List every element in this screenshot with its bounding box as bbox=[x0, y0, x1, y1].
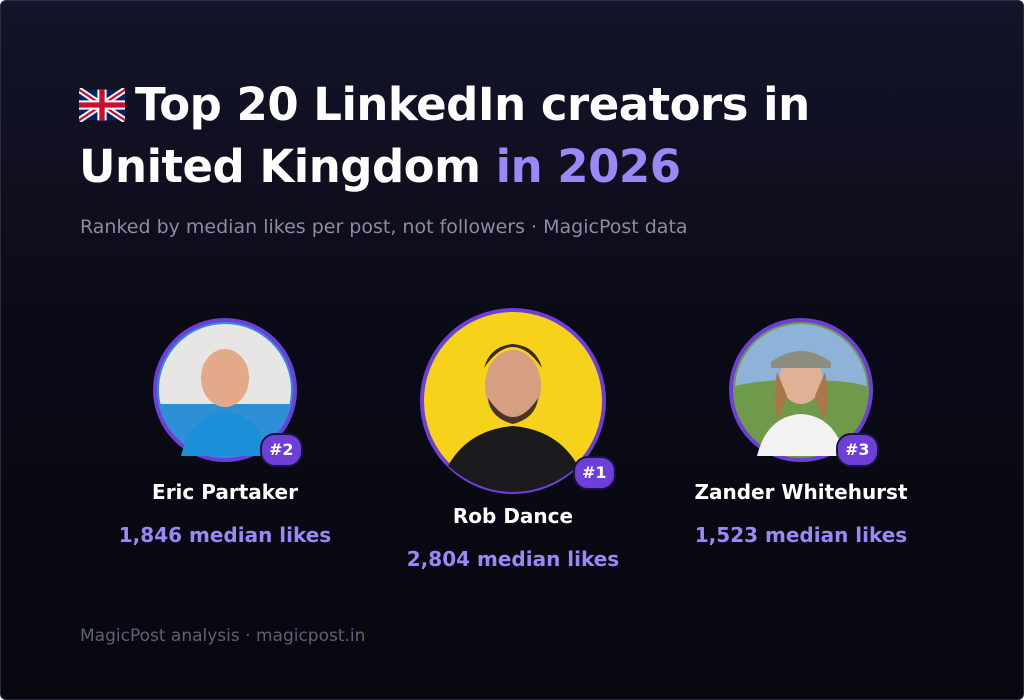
avatar bbox=[420, 308, 606, 494]
rank-badge: #2 bbox=[260, 433, 303, 467]
creator-name: Rob Dance bbox=[452, 504, 574, 528]
title-highlight: in 2026 bbox=[495, 140, 681, 193]
subtitle: Ranked by median likes per post, not fol… bbox=[80, 216, 688, 238]
title-text: United Kingdom bbox=[79, 140, 481, 193]
uk-flag bbox=[77, 87, 127, 123]
creator-name: Eric Partaker bbox=[152, 480, 298, 504]
rank-badge: #1 bbox=[573, 456, 616, 490]
rank-badge: #3 bbox=[836, 433, 879, 467]
title-line: United Kingdom in 2026 bbox=[79, 139, 681, 195]
creator-likes: 1,846 median likes bbox=[118, 523, 332, 547]
footer: MagicPost analysis · magicpost.in bbox=[80, 626, 366, 646]
avatar bbox=[729, 318, 873, 462]
creator-likes: 1,523 median likes bbox=[694, 523, 908, 547]
avatar bbox=[153, 318, 297, 462]
title-line: Top 20 LinkedIn creators in bbox=[77, 77, 810, 133]
creator-name: Zander Whitehurst bbox=[694, 480, 908, 504]
creator-likes: 2,804 median likes bbox=[406, 547, 620, 571]
title-text: Top 20 LinkedIn creators in bbox=[135, 78, 810, 131]
